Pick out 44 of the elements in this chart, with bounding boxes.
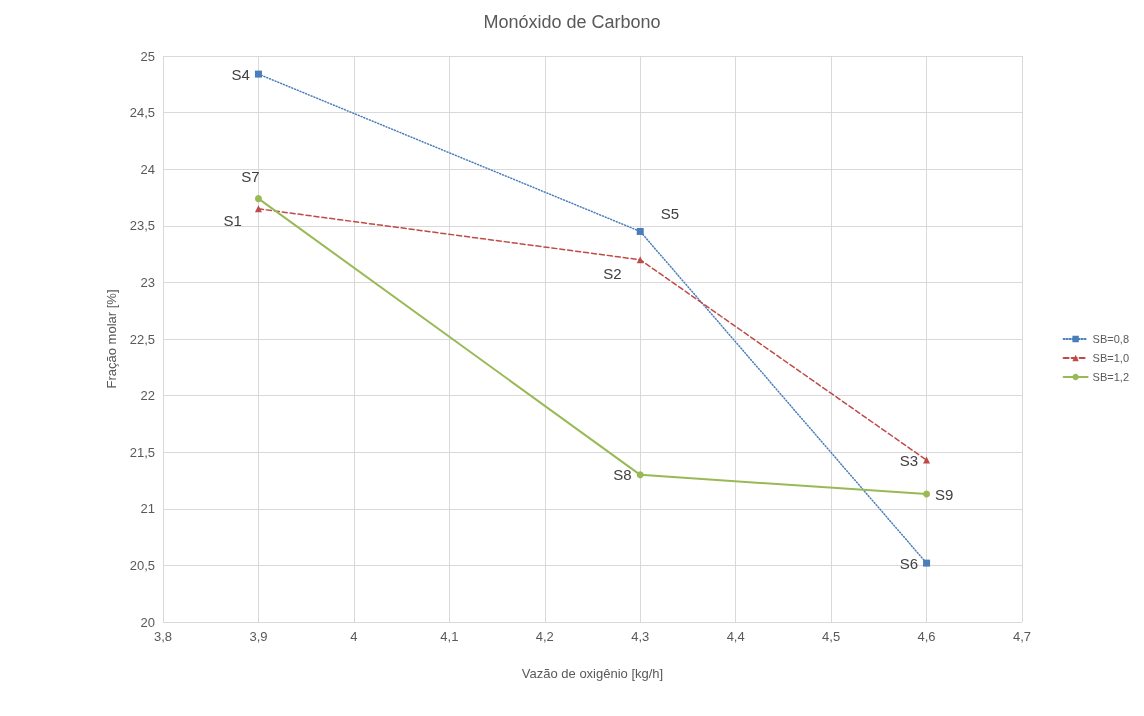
point bbox=[923, 456, 931, 464]
y-axis-title: Fração molar [%] bbox=[104, 289, 119, 389]
y-tick-label: 21 bbox=[140, 501, 155, 517]
x-tick-label: 4,4 bbox=[726, 629, 745, 644]
data-label: S2 bbox=[603, 265, 622, 283]
x-axis-title: Vazão de oxigênio [kg/h] bbox=[521, 666, 664, 681]
y-tick-label: 21,5 bbox=[129, 444, 155, 460]
x-tick-label: 4,7 bbox=[1012, 629, 1032, 644]
data-label: S7 bbox=[241, 168, 260, 186]
data-label: S4 bbox=[231, 65, 250, 83]
point bbox=[923, 559, 931, 567]
x-tick-label: 4,6 bbox=[917, 629, 936, 644]
data-label: S8 bbox=[613, 466, 632, 484]
data-label: S1 bbox=[223, 212, 242, 230]
data-label: S9 bbox=[935, 485, 954, 503]
y-tick-label: 22,5 bbox=[129, 331, 155, 347]
chart-title: Monóxido de Carbono bbox=[483, 12, 661, 32]
point bbox=[254, 205, 262, 213]
y-tick-label: 23 bbox=[140, 274, 155, 290]
x-tick-label: 4,5 bbox=[822, 629, 841, 644]
legend-label: SB=1,2 bbox=[1092, 371, 1129, 383]
point bbox=[636, 227, 644, 235]
point bbox=[923, 490, 931, 498]
x-tick-label: 4 bbox=[350, 629, 358, 644]
x-tick-label: 3,9 bbox=[249, 629, 268, 644]
point bbox=[254, 70, 262, 78]
data-label: S3 bbox=[899, 451, 919, 469]
y-tick-label: 22 bbox=[140, 388, 155, 404]
y-tick-label: 23,5 bbox=[129, 218, 155, 234]
point bbox=[254, 195, 262, 203]
y-tick-label: 20,5 bbox=[129, 557, 155, 573]
x-tick-label: 4,2 bbox=[535, 629, 554, 644]
x-tick-label: 3,8 bbox=[153, 629, 173, 644]
legend-label: SB=1,0 bbox=[1092, 352, 1129, 364]
point bbox=[636, 471, 644, 479]
data-label: S5 bbox=[660, 204, 680, 222]
legend-label: SB=0,8 bbox=[1092, 333, 1129, 345]
y-tick-label: 20 bbox=[140, 614, 155, 630]
data-label: S6 bbox=[899, 554, 919, 572]
x-tick-label: 4,1 bbox=[440, 629, 459, 644]
y-tick-label: 25 bbox=[140, 48, 155, 64]
y-tick-label: 24,5 bbox=[129, 105, 155, 121]
x-tick-label: 4,3 bbox=[631, 629, 650, 644]
y-tick-label: 24 bbox=[140, 161, 155, 177]
